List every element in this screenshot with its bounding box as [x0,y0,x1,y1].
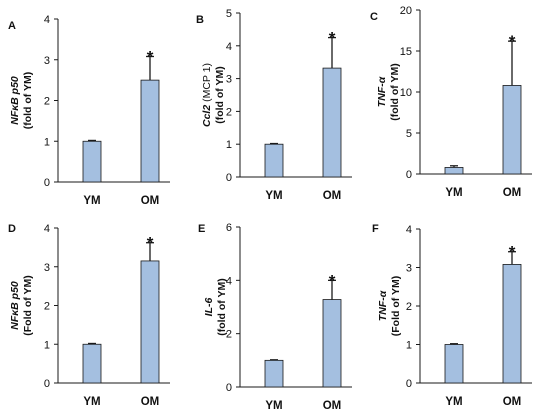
panel-b: B 0 1 2 3 4 5 Ccl2 (MCP 1) (fold of YM) YM * OM [196,8,352,202]
y-tick-label: 5 [226,8,232,20]
y-tick-label: 4 [406,224,412,236]
y-tick-label: 5 [406,128,412,140]
y-tick-label: 3 [44,55,50,67]
y-tick-label: 0 [44,177,50,189]
panel-letter: A [8,20,16,32]
bar-om [502,85,522,175]
category-label: YM [445,396,462,408]
category-label: OM [503,396,522,408]
y-axis-label: NFκB p50 [9,281,21,330]
y-tick-label: 2 [406,301,412,313]
panel-letter: B [196,14,204,26]
y-axis-label: IL-6 [203,298,215,317]
significance-marker: * [147,47,154,66]
y-tick-label: 1 [44,339,50,351]
significance-marker: * [509,32,516,51]
panel-c: C 0 5 10 15 20 TNF-α (fold of YM) YM * OM [370,5,532,199]
y-axis-label-line2: (Fold of YM) [22,275,34,335]
bar-om [322,67,342,178]
bar-ym [82,343,102,384]
y-axis-label-line2: (Fold of YM) [390,276,402,336]
panel-letter: E [198,223,205,235]
y-tick-label: 0 [226,382,232,394]
y-tick-label: 3 [226,74,232,86]
panel-e: E 0 2 4 6 IL-6 (fold of YM) YM * OM [198,222,352,412]
significance-marker: * [329,271,336,290]
y-tick-label: 2 [226,329,232,341]
bar-ym [264,143,284,178]
y-axis-label: TNF-α [376,76,388,107]
significance-marker: * [147,234,154,253]
y-tick-label: 10 [400,87,412,99]
y-tick-label: 0 [44,378,50,390]
y-tick-label: 4 [226,41,232,53]
category-label: YM [83,195,100,207]
category-label: YM [265,190,282,202]
category-label: OM [141,195,160,207]
panel-f: F 0 1 2 3 4 TNF-α (Fold of YM) YM * OM [372,223,532,408]
y-tick-label: 2 [44,301,50,313]
category-label: OM [503,187,522,199]
y-tick-label: 3 [44,262,50,274]
y-tick-label: 4 [44,223,50,235]
bar-om [140,79,160,183]
y-tick-label: 20 [400,5,412,17]
bar-ym [444,167,464,175]
significance-marker: * [509,243,516,262]
y-tick-label: 1 [406,340,412,352]
panel-a: A 0 1 2 3 4 NFκB p50 (fold of YM) YM * OM [8,14,170,207]
bar-ym [444,344,464,384]
bar-om [322,299,342,388]
y-tick-label: 4 [44,14,50,26]
y-axis-label: TNF-α [377,290,389,321]
bar-ym [82,140,102,183]
y-axis-label-line2: (fold of YM) [22,72,34,130]
y-axis-label-line2: (fold of YM) [216,278,228,336]
bar-om [140,260,160,384]
category-label: OM [323,190,342,202]
y-tick-label: 4 [226,275,232,287]
y-tick-label: 15 [400,46,412,58]
y-tick-label: 1 [226,139,232,151]
y-tick-label: 2 [226,106,232,118]
y-tick-label: 0 [226,172,232,184]
y-axis-label-line2: (fold of YM) [389,63,401,121]
y-tick-label: 2 [44,96,50,108]
bar-om [502,264,522,384]
panel-letter: C [370,11,378,23]
y-tick-label: 1 [44,136,50,148]
y-axis-label-line2: (fold of YM) [214,66,226,124]
y-tick-label: 6 [226,222,232,234]
y-tick-label: 0 [406,169,412,181]
significance-marker: * [329,29,336,48]
y-tick-label: 3 [406,263,412,275]
y-tick-label: 0 [406,378,412,390]
panel-letter: D [8,223,16,235]
bar-ym [264,359,284,388]
category-label: OM [323,400,342,412]
panel-letter: F [372,223,379,235]
category-label: OM [141,396,160,408]
category-label: YM [265,400,282,412]
y-axis-label: Ccl2 (MCP 1) [201,63,213,127]
category-label: YM [445,187,462,199]
panel-d: D 0 1 2 3 4 NFκB p50 (Fold of YM) YM * OM [8,223,170,408]
category-label: YM [83,396,100,408]
y-axis-label: NFκB p50 [9,76,21,125]
